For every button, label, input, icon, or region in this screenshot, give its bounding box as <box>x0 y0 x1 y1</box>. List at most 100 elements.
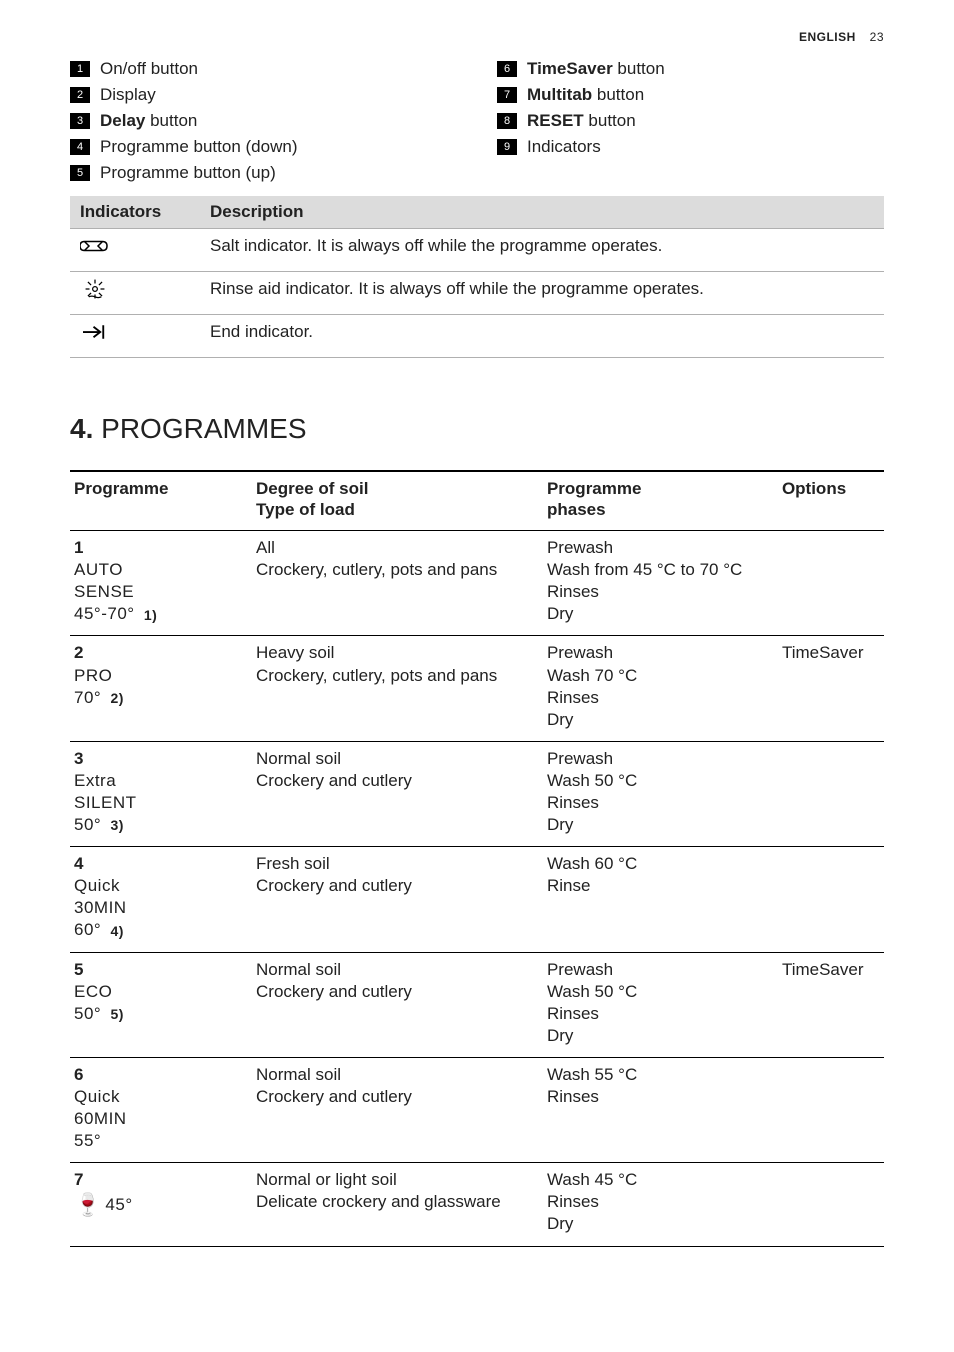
prog-header-programme: Programme <box>70 471 252 531</box>
programme-name: AUTO <box>74 559 244 581</box>
section-number: 4. <box>70 413 93 444</box>
programme-soil: Normal soilCrockery and cutlery <box>252 1057 543 1162</box>
programme-sub: 50° 3) <box>74 814 244 836</box>
programme-number: 1 <box>74 537 244 559</box>
programme-options <box>778 1163 884 1246</box>
legend-number-box: 8 <box>497 113 517 129</box>
programme-row: 4Quick30MIN60° 4)Fresh soilCrockery and … <box>70 847 884 952</box>
programme-sub: 30MIN <box>74 897 244 919</box>
section-heading: 4. PROGRAMMES <box>70 413 884 445</box>
legend-label: Delay button <box>100 110 197 132</box>
programme-sub: 45°-70° 1) <box>74 603 244 625</box>
legend-item: 4 Programme button (down) <box>70 136 457 158</box>
programme-row: 1AUTOSENSE45°-70° 1)AllCrockery, cutlery… <box>70 531 884 636</box>
section-title: PROGRAMMES <box>101 413 306 444</box>
legend-item: 7 Multitab button <box>497 84 884 106</box>
legend-number-box: 4 <box>70 139 90 155</box>
programme-soil: Heavy soilCrockery, cutlery, pots and pa… <box>252 636 543 741</box>
programme-sub: SILENT <box>74 792 244 814</box>
prog-header-options: Options <box>778 471 884 531</box>
legend-label: RESET button <box>527 110 636 132</box>
programme-name: ECO <box>74 981 244 1003</box>
indicator-row: End indicator. <box>70 314 884 357</box>
programme-sub: 60° 4) <box>74 919 244 941</box>
indicator-description: Salt indicator. It is always off while t… <box>200 229 884 272</box>
programme-cell: 4Quick30MIN60° 4) <box>70 847 252 952</box>
programme-cell: 6Quick60MIN55° <box>70 1057 252 1162</box>
programme-cell: 5ECO50° 5) <box>70 952 252 1057</box>
programme-options <box>778 1057 884 1162</box>
legend-number-box: 5 <box>70 165 90 181</box>
programme-row: 6Quick60MIN55°Normal soilCrockery and cu… <box>70 1057 884 1162</box>
legend-label: On/off button <box>100 58 198 80</box>
programme-name: 45° <box>105 1195 132 1214</box>
legend-label: Multitab button <box>527 84 644 106</box>
programme-options <box>778 531 884 636</box>
prog-header-phases: Programme phases <box>543 471 778 531</box>
programme-phases: PrewashWash 70 °CRinsesDry <box>543 636 778 741</box>
button-legend: 1 On/off button 2 Display 3 Delay button 4 Prog… <box>70 58 884 188</box>
programme-phases: Wash 45 °CRinsesDry <box>543 1163 778 1246</box>
legend-number-box: 1 <box>70 61 90 77</box>
programme-options: TimeSaver <box>778 636 884 741</box>
programme-row: 7🍷45°Normal or light soilDelicate crocke… <box>70 1163 884 1246</box>
programme-number: 7 <box>74 1169 244 1191</box>
programme-cell: 1AUTOSENSE45°-70° 1) <box>70 531 252 636</box>
salt-indicator-icon <box>70 229 200 272</box>
legend-item: 1 On/off button <box>70 58 457 80</box>
programme-soil: Normal or light soilDelicate crockery an… <box>252 1163 543 1246</box>
programmes-table: Programme Degree of soil Type of load Pr… <box>70 470 884 1247</box>
indicators-table: Indicators Description Salt indicator. I… <box>70 196 884 357</box>
legend-item: 5 Programme button (up) <box>70 162 457 184</box>
legend-label: TimeSaver button <box>527 58 665 80</box>
programme-name: Extra <box>74 770 244 792</box>
end-indicator-icon <box>70 314 200 357</box>
legend-label: Programme button (up) <box>100 162 276 184</box>
programme-cell: 2PRO70° 2) <box>70 636 252 741</box>
programme-number: 6 <box>74 1064 244 1086</box>
programme-soil: Fresh soilCrockery and cutlery <box>252 847 543 952</box>
legend-number-box: 3 <box>70 113 90 129</box>
programme-options <box>778 847 884 952</box>
programme-options: TimeSaver <box>778 952 884 1057</box>
indicators-header-col2: Description <box>200 196 884 229</box>
programme-name: Quick <box>74 875 244 897</box>
programme-footref: 4) <box>110 923 123 939</box>
programme-number: 3 <box>74 748 244 770</box>
programme-sub: SENSE <box>74 581 244 603</box>
legend-label: Programme button (down) <box>100 136 297 158</box>
indicator-row: Rinse aid indicator. It is always off wh… <box>70 272 884 315</box>
indicators-header-col1: Indicators <box>70 196 200 229</box>
programme-footref: 5) <box>110 1006 123 1022</box>
programme-soil: Normal soilCrockery and cutlery <box>252 952 543 1057</box>
programme-row: 5ECO50° 5)Normal soilCrockery and cutler… <box>70 952 884 1057</box>
programme-sub: 55° <box>74 1130 244 1152</box>
legend-left-column: 1 On/off button 2 Display 3 Delay button 4 Prog… <box>70 58 457 188</box>
header-page-number: 23 <box>870 30 884 44</box>
programme-phases: Wash 60 °CRinse <box>543 847 778 952</box>
programme-cell: 3ExtraSILENT50° 3) <box>70 741 252 846</box>
programme-soil: AllCrockery, cutlery, pots and pans <box>252 531 543 636</box>
programme-row: 3ExtraSILENT50° 3)Normal soilCrockery an… <box>70 741 884 846</box>
legend-number-box: 6 <box>497 61 517 77</box>
legend-number-box: 9 <box>497 139 517 155</box>
legend-right-column: 6 TimeSaver button 7 Multitab button 8 RESET … <box>497 58 884 188</box>
programme-footref: 2) <box>110 690 123 706</box>
programme-phases: PrewashWash 50 °CRinsesDry <box>543 952 778 1057</box>
legend-number-box: 2 <box>70 87 90 103</box>
programme-cell: 7🍷45° <box>70 1163 252 1246</box>
indicator-row: Salt indicator. It is always off while t… <box>70 229 884 272</box>
programme-footref: 3) <box>110 817 123 833</box>
header-language: ENGLISH <box>799 30 856 44</box>
legend-number-box: 7 <box>497 87 517 103</box>
legend-label: Indicators <box>527 136 601 158</box>
programme-number: 5 <box>74 959 244 981</box>
programme-sub: 60MIN <box>74 1108 244 1130</box>
programme-footref: 1) <box>144 607 157 623</box>
legend-label: Display <box>100 84 156 106</box>
programme-name: PRO <box>74 665 244 687</box>
programme-name: Quick <box>74 1086 244 1108</box>
indicator-description: End indicator. <box>200 314 884 357</box>
programme-phases: Wash 55 °CRinses <box>543 1057 778 1162</box>
programme-number: 4 <box>74 853 244 875</box>
